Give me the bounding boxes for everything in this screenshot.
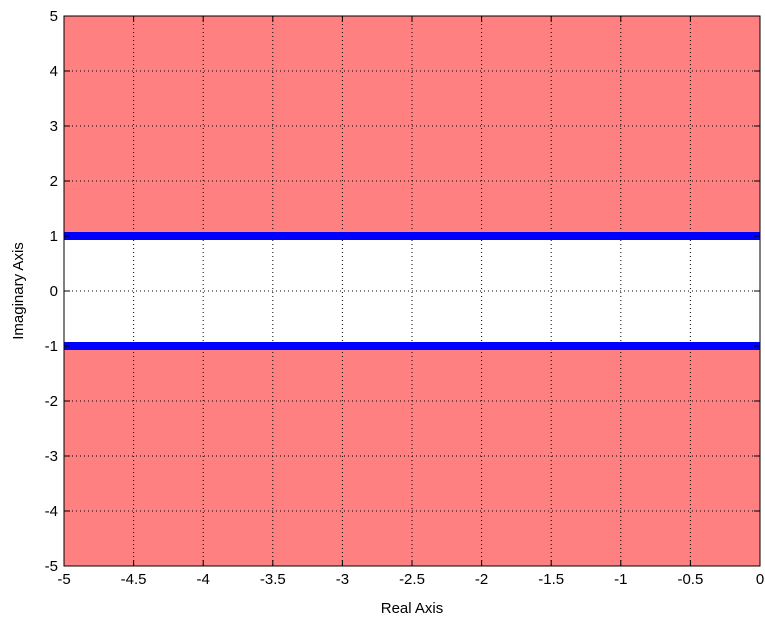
x-tick-label: 0 [756,571,764,588]
x-tick-labels: -5 -4.5 -4 -3.5 -3 -2.5 -2 -1.5 -1 -0.5 0 [57,571,764,588]
boundary-lines [64,232,760,350]
x-tick-label: -3.5 [260,571,286,588]
x-tick-label: -4.5 [121,571,147,588]
y-tick-labels: 5 4 3 2 1 0 -1 -2 -3 -4 -5 [45,8,58,575]
tick-marks [63,15,761,567]
y-tick-label: 0 [50,283,58,300]
y-tick-label: 2 [50,173,58,190]
x-tick-label: -1 [614,571,627,588]
x-tick-label: -3 [336,571,349,588]
y-tick-label: 5 [50,8,58,25]
y-tick-label: 1 [50,228,58,245]
x-tick-label: -1.5 [538,571,564,588]
x-tick-label: -4 [197,571,210,588]
y-axis-label: Imaginary Axis [10,242,27,340]
y-tick-label: -5 [45,558,58,575]
y-tick-label: -4 [45,503,58,520]
y-tick-label: -3 [45,448,58,465]
x-tick-label: -0.5 [677,571,703,588]
y-tick-label: -1 [45,338,58,355]
x-tick-label: -5 [57,571,70,588]
x-axis-label: Real Axis [381,600,444,617]
y-tick-label: 3 [50,118,58,135]
x-tick-label: -2 [475,571,488,588]
x-tick-label: -2.5 [399,571,425,588]
y-tick-label: -2 [45,393,58,410]
y-tick-label: 4 [50,63,58,80]
